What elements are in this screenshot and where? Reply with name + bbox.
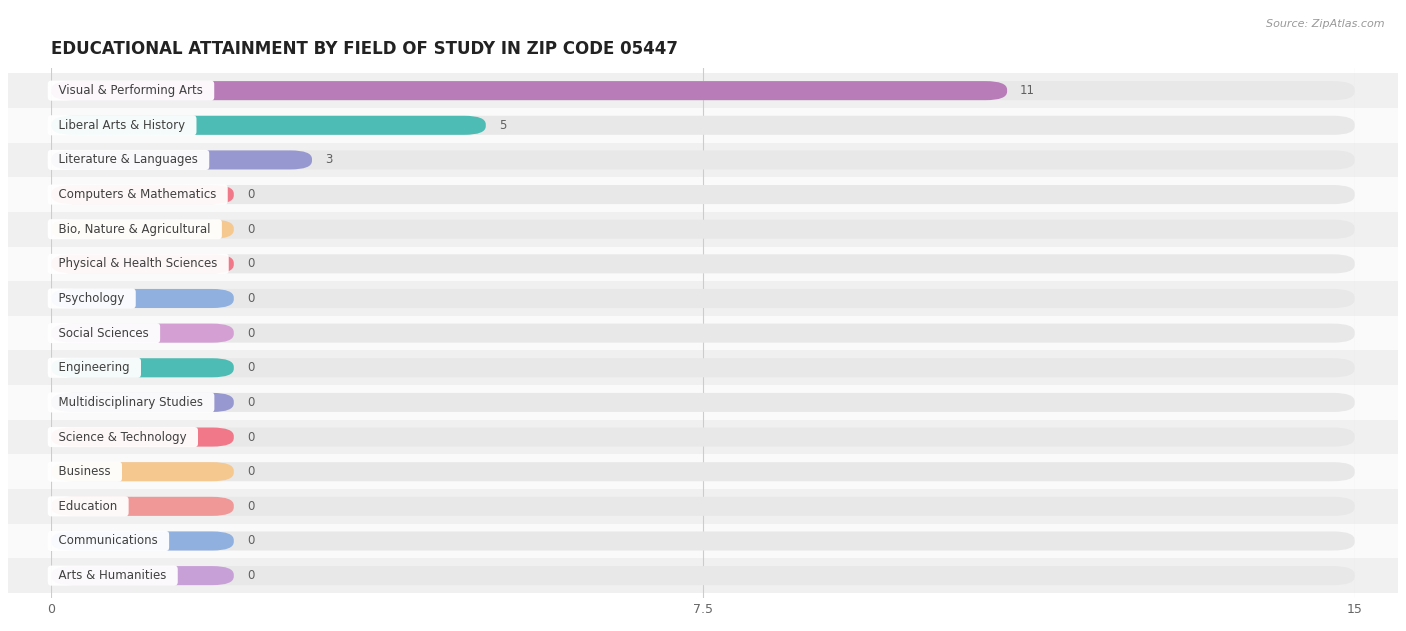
Text: Bio, Nature & Agricultural: Bio, Nature & Agricultural	[52, 223, 218, 236]
Text: Source: ZipAtlas.com: Source: ZipAtlas.com	[1267, 19, 1385, 29]
Text: Liberal Arts & History: Liberal Arts & History	[52, 119, 193, 132]
Text: Education: Education	[52, 500, 125, 513]
FancyBboxPatch shape	[52, 566, 1354, 585]
Text: Psychology: Psychology	[52, 292, 132, 305]
FancyBboxPatch shape	[52, 324, 1354, 343]
Text: 11: 11	[1021, 84, 1035, 97]
FancyBboxPatch shape	[8, 177, 1398, 212]
FancyBboxPatch shape	[52, 531, 1354, 550]
Text: Multidisciplinary Studies: Multidisciplinary Studies	[52, 396, 211, 409]
FancyBboxPatch shape	[8, 143, 1398, 177]
FancyBboxPatch shape	[8, 558, 1398, 593]
FancyBboxPatch shape	[8, 247, 1398, 281]
Text: EDUCATIONAL ATTAINMENT BY FIELD OF STUDY IN ZIP CODE 05447: EDUCATIONAL ATTAINMENT BY FIELD OF STUDY…	[52, 40, 678, 58]
FancyBboxPatch shape	[52, 324, 233, 343]
Text: Visual & Performing Arts: Visual & Performing Arts	[52, 84, 211, 97]
Text: Science & Technology: Science & Technology	[52, 430, 194, 444]
Text: 0: 0	[247, 188, 254, 201]
FancyBboxPatch shape	[52, 254, 1354, 273]
FancyBboxPatch shape	[8, 420, 1398, 454]
FancyBboxPatch shape	[52, 150, 312, 170]
Text: Computers & Mathematics: Computers & Mathematics	[52, 188, 224, 201]
FancyBboxPatch shape	[52, 393, 1354, 412]
Text: 0: 0	[247, 257, 254, 270]
FancyBboxPatch shape	[52, 462, 1354, 481]
FancyBboxPatch shape	[52, 462, 233, 481]
Text: 0: 0	[247, 223, 254, 236]
FancyBboxPatch shape	[52, 566, 233, 585]
Text: 0: 0	[247, 327, 254, 339]
FancyBboxPatch shape	[52, 428, 1354, 447]
FancyBboxPatch shape	[52, 220, 1354, 239]
Text: Literature & Languages: Literature & Languages	[52, 153, 205, 167]
Text: 0: 0	[247, 569, 254, 582]
FancyBboxPatch shape	[8, 454, 1398, 489]
Text: Social Sciences: Social Sciences	[52, 327, 156, 339]
FancyBboxPatch shape	[52, 393, 233, 412]
FancyBboxPatch shape	[52, 428, 233, 447]
Text: Communications: Communications	[52, 534, 166, 548]
FancyBboxPatch shape	[52, 289, 1354, 308]
FancyBboxPatch shape	[8, 385, 1398, 420]
FancyBboxPatch shape	[52, 220, 233, 239]
FancyBboxPatch shape	[52, 185, 233, 204]
Text: 0: 0	[247, 396, 254, 409]
FancyBboxPatch shape	[8, 350, 1398, 385]
FancyBboxPatch shape	[8, 489, 1398, 524]
Text: Physical & Health Sciences: Physical & Health Sciences	[52, 257, 225, 270]
Text: 0: 0	[247, 500, 254, 513]
Text: Engineering: Engineering	[52, 362, 138, 374]
FancyBboxPatch shape	[52, 497, 233, 516]
FancyBboxPatch shape	[52, 81, 1354, 100]
FancyBboxPatch shape	[52, 185, 1354, 204]
FancyBboxPatch shape	[52, 81, 1007, 100]
FancyBboxPatch shape	[52, 150, 1354, 170]
FancyBboxPatch shape	[52, 358, 233, 377]
FancyBboxPatch shape	[52, 115, 486, 135]
FancyBboxPatch shape	[52, 115, 1354, 135]
FancyBboxPatch shape	[8, 108, 1398, 143]
Text: 3: 3	[325, 153, 332, 167]
Text: Arts & Humanities: Arts & Humanities	[52, 569, 174, 582]
FancyBboxPatch shape	[52, 497, 1354, 516]
FancyBboxPatch shape	[8, 524, 1398, 558]
FancyBboxPatch shape	[8, 212, 1398, 247]
Text: 0: 0	[247, 430, 254, 444]
Text: 0: 0	[247, 362, 254, 374]
FancyBboxPatch shape	[52, 254, 233, 273]
Text: 0: 0	[247, 534, 254, 548]
FancyBboxPatch shape	[52, 358, 1354, 377]
Text: Business: Business	[52, 465, 118, 478]
Text: 5: 5	[499, 119, 506, 132]
FancyBboxPatch shape	[52, 531, 233, 550]
FancyBboxPatch shape	[8, 73, 1398, 108]
Text: 0: 0	[247, 465, 254, 478]
FancyBboxPatch shape	[52, 289, 233, 308]
Text: 0: 0	[247, 292, 254, 305]
FancyBboxPatch shape	[8, 316, 1398, 350]
FancyBboxPatch shape	[8, 281, 1398, 316]
